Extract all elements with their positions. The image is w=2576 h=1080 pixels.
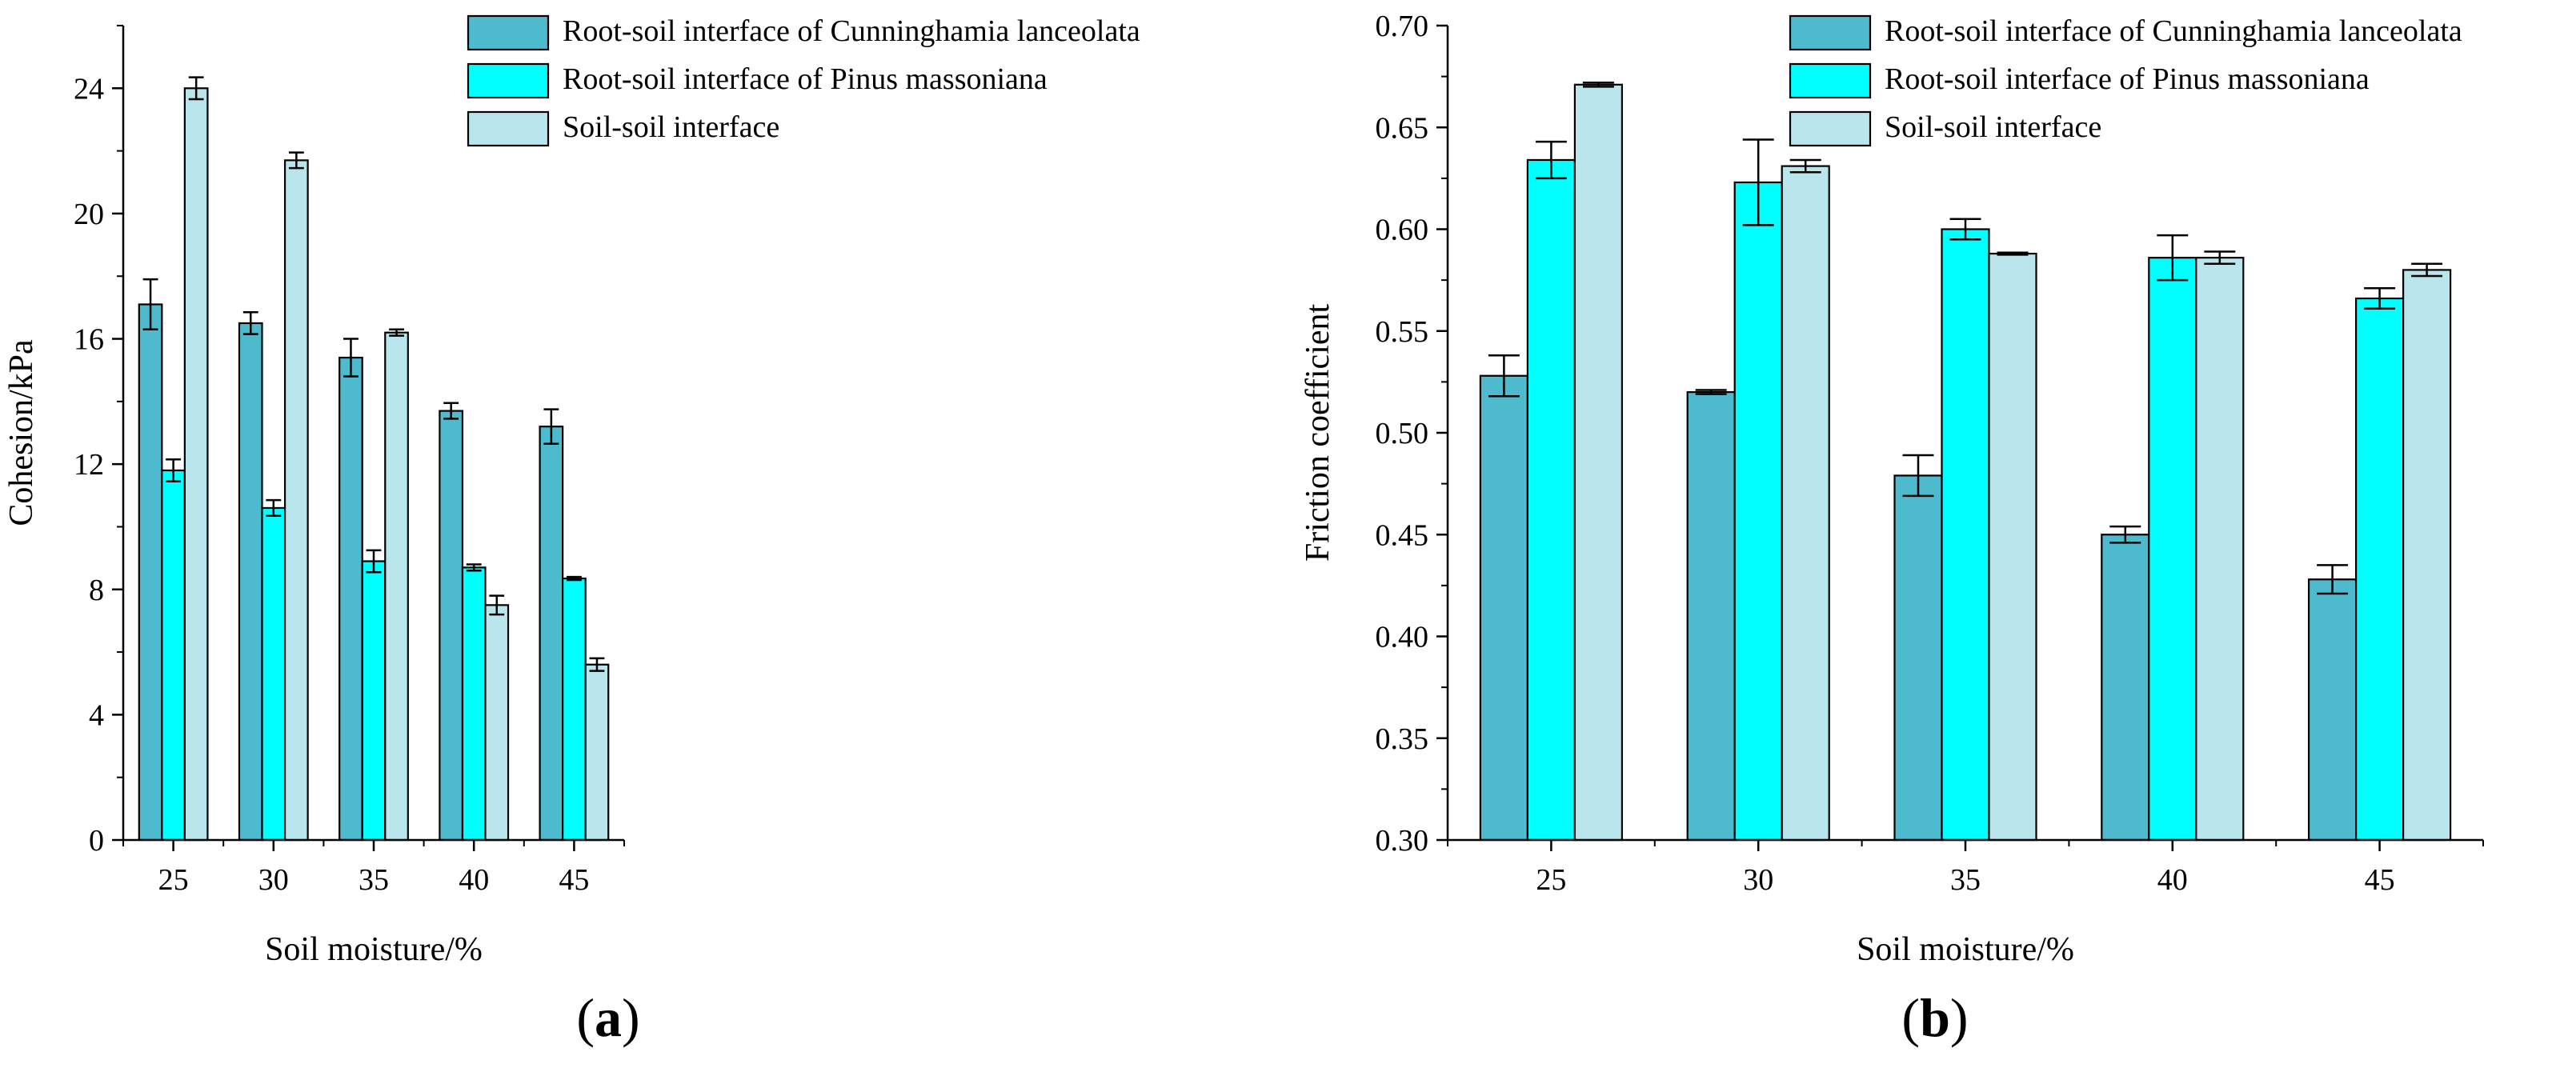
bar-s2-30: [261, 506, 286, 842]
y-tick-label: 0.70: [1376, 10, 1429, 43]
bar-s2-45: [562, 577, 587, 842]
x-tick-label: 40: [2157, 863, 2188, 897]
x-tick-label: 30: [1743, 863, 1773, 897]
legend-label-s3: Soil-soil interface: [563, 110, 779, 144]
bar-s1-40: [2101, 534, 2150, 842]
bar-s2-30: [1733, 181, 1783, 842]
legend-swatch-s1: [467, 14, 550, 51]
chart-panel-a: 0 4 8 12 16 20 24 25 30 35 40 45 Soil moisture/% Cohe…: [3, 14, 1140, 1048]
bar-s1-25: [138, 303, 163, 842]
bar-s1-30: [238, 322, 263, 842]
bar-s2-45: [2354, 297, 2405, 842]
bar-s3-30: [283, 159, 309, 842]
y-tick-label: 0.45: [1376, 518, 1429, 552]
bar-s3-25: [183, 87, 209, 842]
legend-label-s1: Root-soil interface of Cunninghamia lanc…: [563, 14, 1140, 48]
y-tick-label: 16: [74, 323, 104, 357]
y-tick-label: 0.60: [1376, 214, 1429, 247]
bar-s1-45: [539, 426, 564, 842]
y-tick-label: 12: [74, 448, 104, 482]
y-axis-title: Cohesion/kPa: [3, 339, 40, 526]
y-tick-label: 4: [89, 698, 104, 732]
y-tick-label: 0.35: [1376, 722, 1429, 756]
bar-s3-25: [1573, 83, 1624, 842]
bar-s1-35: [1893, 474, 1943, 842]
y-tick-label: 20: [74, 198, 104, 231]
bar-s3-35: [384, 331, 409, 842]
y-tick-label: 0: [89, 824, 104, 858]
bar-s3-45: [584, 663, 610, 842]
legend-label-s3: Soil-soil interface: [1885, 110, 2101, 144]
bar-s2-25: [161, 469, 186, 842]
legend-swatch-s2: [1789, 62, 1872, 99]
legend-label-s2: Root-soil interface of Pinus massoniana: [1885, 62, 2370, 96]
x-tick-label: 30: [258, 863, 289, 897]
x-tick-label: 45: [2365, 863, 2395, 897]
y-tick-label: 24: [74, 72, 104, 106]
legend-swatch-s2: [467, 62, 550, 99]
bar-s2-35: [1941, 228, 1990, 842]
bar-s1-45: [2307, 578, 2358, 842]
panel-label: (a): [576, 987, 639, 1048]
legend-label-s1: Root-soil interface of Cunninghamia lanc…: [1885, 14, 2462, 48]
bar-s1-35: [339, 356, 363, 842]
bar-s1-30: [1686, 391, 1736, 842]
x-tick-label: 35: [359, 863, 389, 897]
legend-swatch-s3: [1789, 110, 1872, 147]
legend: Root-soil interface of Cunninghamia lanc…: [1789, 14, 2462, 147]
bar-s3-45: [2402, 269, 2452, 842]
x-tick-label: 25: [1536, 863, 1566, 897]
bar-s3-35: [1988, 252, 2037, 842]
bar-s3-40: [2195, 257, 2245, 842]
x-tick-label: 25: [158, 863, 189, 897]
legend-swatch-s3: [467, 110, 550, 147]
bar-s2-40: [461, 566, 487, 842]
bar-s3-30: [1781, 165, 1830, 842]
chart-panel-b: 0.30 0.35 0.40 0.45 0.50 0.55 0.60 0.65 0.70 25 30…: [1300, 10, 2484, 1048]
y-tick-label: 8: [89, 574, 104, 607]
y-tick-label: 0.40: [1376, 621, 1429, 654]
y-tick-label: 0.55: [1376, 315, 1429, 349]
legend-label-s2: Root-soil interface of Pinus massoniana: [563, 62, 1048, 96]
x-axis-title: Soil moisture/%: [265, 931, 483, 968]
legend-swatch-s1: [1789, 14, 1872, 51]
bar-s2-25: [1526, 158, 1576, 842]
x-tick-label: 45: [559, 863, 589, 897]
legend: Root-soil interface of Cunninghamia lanc…: [467, 14, 1140, 147]
bar-s2-35: [361, 560, 387, 842]
panel-label: (b): [1901, 987, 1968, 1048]
y-tick-label: 0.65: [1376, 111, 1429, 145]
bar-s1-40: [439, 410, 464, 842]
bar-s1-25: [1479, 374, 1528, 842]
x-axis-title: Soil moisture/%: [1857, 931, 2074, 968]
y-axis-title: Friction coefficient: [1300, 304, 1336, 562]
bar-s3-40: [484, 604, 510, 842]
y-tick-label: 0.30: [1376, 824, 1429, 858]
x-tick-label: 35: [1950, 863, 1981, 897]
x-tick-label: 40: [459, 863, 489, 897]
y-tick-label: 0.50: [1376, 417, 1429, 450]
bar-s2-40: [2148, 257, 2197, 842]
